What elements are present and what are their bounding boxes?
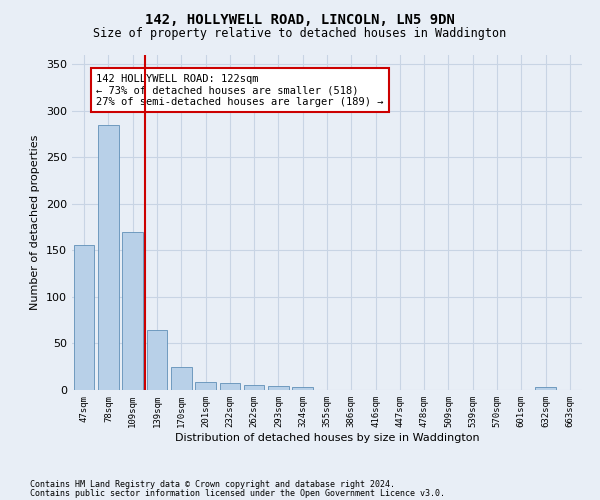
Text: 142, HOLLYWELL ROAD, LINCOLN, LN5 9DN: 142, HOLLYWELL ROAD, LINCOLN, LN5 9DN — [145, 12, 455, 26]
Text: Contains HM Land Registry data © Crown copyright and database right 2024.: Contains HM Land Registry data © Crown c… — [30, 480, 395, 489]
Bar — [74, 245, 94, 390]
Text: 142 HOLLYWELL ROAD: 122sqm
← 73% of detached houses are smaller (518)
27% of sem: 142 HOLLYWELL ROAD: 122sqm ← 73% of deta… — [96, 74, 384, 107]
Bar — [535, 387, 556, 390]
Bar — [292, 387, 313, 390]
Bar — [146, 330, 167, 390]
Bar — [244, 386, 265, 390]
Text: Contains public sector information licensed under the Open Government Licence v3: Contains public sector information licen… — [30, 489, 445, 498]
Y-axis label: Number of detached properties: Number of detached properties — [31, 135, 40, 310]
X-axis label: Distribution of detached houses by size in Waddington: Distribution of detached houses by size … — [175, 432, 479, 442]
Bar — [268, 386, 289, 390]
Bar — [220, 384, 240, 390]
Bar — [171, 366, 191, 390]
Bar — [98, 125, 119, 390]
Text: Size of property relative to detached houses in Waddington: Size of property relative to detached ho… — [94, 28, 506, 40]
Bar — [122, 232, 143, 390]
Bar — [195, 382, 216, 390]
